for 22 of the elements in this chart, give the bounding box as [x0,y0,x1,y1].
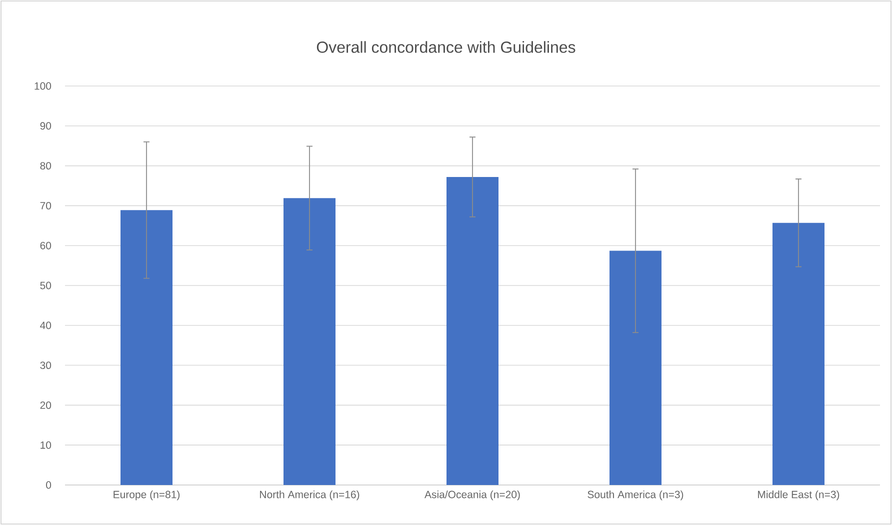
y-tick-label: 20 [40,401,52,409]
bar [609,250,662,485]
y-tick-label: 30 [40,362,52,370]
x-tick-label: South America (n=3) [588,490,684,500]
x-tick-label: Asia/Oceania (n=20) [424,490,520,500]
bar [772,222,824,485]
y-tick-label: 100 [34,82,52,90]
x-tick-label: Europe (n=81) [114,490,180,500]
y-tick-label: 50 [40,282,52,290]
y-tick-label: 70 [40,202,52,210]
y-tick-label: 60 [40,242,52,250]
bar [446,176,498,485]
x-tick-label: North America (n=16) [260,490,360,500]
y-tick-label: 90 [40,122,52,130]
chart-title: Overall concordance with Guidelines [316,41,576,53]
x-tick-label: Middle East (n=3) [758,490,840,500]
y-tick-label: 0 [46,481,52,489]
y-tick-label: 10 [40,441,52,449]
y-tick-label: 80 [40,162,52,170]
bar [120,210,173,485]
y-tick-label: 40 [40,322,52,330]
bar [284,198,336,485]
